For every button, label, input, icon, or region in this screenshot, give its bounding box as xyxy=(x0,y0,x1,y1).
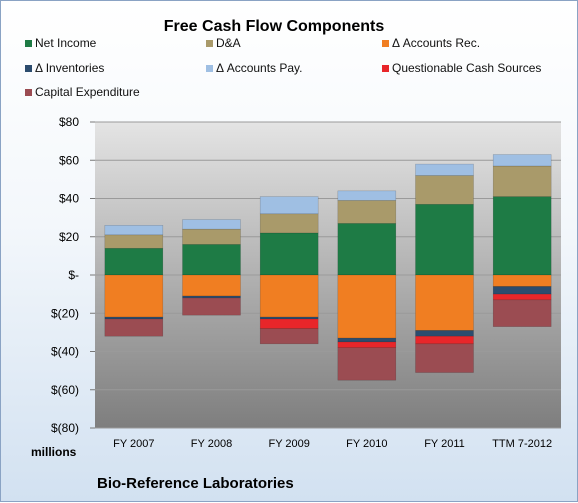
bar-segment-capital-expenditure xyxy=(182,297,241,316)
bar-segment-accounts-pay xyxy=(337,190,397,201)
bar-segment-d-a xyxy=(415,175,474,205)
legend-label: Δ Accounts Pay. xyxy=(216,61,303,75)
bar-segment-accounts-rec xyxy=(182,274,241,297)
bar-segment-inventories xyxy=(259,316,319,320)
bar-segment-accounts-pay xyxy=(104,225,164,236)
bar-segment-net-income xyxy=(337,223,397,276)
legend-item-d-a: D&A xyxy=(206,36,241,50)
legend-label: Capital Expenditure xyxy=(35,85,140,99)
y-tick-label: $- xyxy=(68,268,79,282)
y-tick-label: $40 xyxy=(59,192,79,206)
bar-segment-questionable-cash-sources xyxy=(492,293,552,301)
y-tick-label: $(80) xyxy=(51,421,79,435)
chart-title: Free Cash Flow Components xyxy=(164,18,385,35)
bar-segment-net-income xyxy=(259,232,319,276)
bar-segment-capital-expenditure xyxy=(337,347,397,381)
bar-segment-questionable-cash-sources xyxy=(415,335,474,345)
y-tick-label: $(40) xyxy=(51,345,79,359)
bar-segment-d-a xyxy=(182,228,241,245)
bar-segment-net-income xyxy=(104,247,164,276)
bar-segment-d-a xyxy=(259,213,319,234)
legend-item-net-income: Net Income xyxy=(25,36,97,50)
bar-segment-net-income xyxy=(415,203,474,276)
x-tick-label: FY 2008 xyxy=(191,438,232,450)
legend-label: Questionable Cash Sources xyxy=(392,61,541,75)
bar-segment-accounts-rec xyxy=(415,274,474,331)
legend-item-accounts-pay: Δ Accounts Pay. xyxy=(206,61,303,75)
bar-segment-accounts-pay xyxy=(259,196,319,215)
bar-segment-net-income xyxy=(182,244,241,276)
bar-segment-capital-expenditure xyxy=(104,318,164,337)
legend-label: D&A xyxy=(216,36,241,50)
legend-swatch xyxy=(206,40,213,47)
legend-swatch xyxy=(25,65,32,72)
legend-item-questionable-cash-sources: Questionable Cash Sources xyxy=(382,61,541,75)
y-axis-ticks: $(80) $(60) $(40) $(20) $- $20 $40 $60 $80 xyxy=(51,115,95,435)
legend-item-accounts-rec: Δ Accounts Rec. xyxy=(382,36,480,50)
bar-group-fy-2007 xyxy=(104,225,164,337)
legend-swatch xyxy=(382,40,389,47)
legend-label: Δ Accounts Rec. xyxy=(392,36,480,50)
x-tick-label: TTM 7-2012 xyxy=(492,438,552,450)
gridlines xyxy=(95,121,561,429)
bar-segment-inventories xyxy=(492,286,552,295)
bar-group-fy-2008 xyxy=(182,219,241,316)
bar-segment-capital-expenditure xyxy=(415,343,474,373)
bar-segment-accounts-rec xyxy=(337,274,397,339)
bar-segment-inventories xyxy=(337,337,397,343)
legend-swatch xyxy=(382,65,389,72)
y-tick-label: $60 xyxy=(59,153,79,167)
y-tick-label: $20 xyxy=(59,230,79,244)
y-tick-label: $(60) xyxy=(51,383,79,397)
bar-segment-inventories xyxy=(104,316,164,320)
bar-group-fy-2010 xyxy=(337,190,397,381)
bars xyxy=(104,154,552,381)
bar-segment-accounts-pay xyxy=(415,163,474,176)
bar-segment-questionable-cash-sources xyxy=(337,341,397,348)
bar-segment-net-income xyxy=(492,196,552,276)
bar-segment-accounts-pay xyxy=(182,219,241,230)
x-tick-label: FY 2010 xyxy=(346,438,387,450)
legend-swatch xyxy=(25,40,32,47)
legend-item-capital-expenditure: Capital Expenditure xyxy=(25,85,140,99)
bar-group-ttm-7-2012 xyxy=(492,154,552,327)
bar-group-fy-2009 xyxy=(259,196,319,345)
company-footer: Bio-Reference Laboratories xyxy=(97,475,294,492)
legend-item-inventories: Δ Inventories xyxy=(25,61,104,75)
bar-segment-accounts-rec xyxy=(492,274,552,287)
bar-segment-capital-expenditure xyxy=(259,328,319,345)
bar-segment-capital-expenditure xyxy=(492,299,552,327)
legend: Net Income D&A Δ Accounts Rec. Δ Inventorie… xyxy=(25,36,541,99)
bar-segment-d-a xyxy=(104,234,164,249)
bar-segment-accounts-rec xyxy=(104,274,164,318)
legend-swatch xyxy=(206,65,213,72)
x-axis-ticks: FY 2007 FY 2008 FY 2009 FY 2010 FY 2011 TTM 7… xyxy=(113,438,552,450)
bar-group-fy-2011 xyxy=(415,163,474,373)
y-tick-label: $80 xyxy=(59,115,79,129)
units-label: millions xyxy=(31,445,77,459)
legend-label: Δ Inventories xyxy=(35,61,104,75)
bar-segment-accounts-rec xyxy=(259,274,319,318)
x-tick-label: FY 2007 xyxy=(113,438,154,450)
bar-segment-inventories xyxy=(415,330,474,337)
bar-segment-accounts-pay xyxy=(492,154,552,167)
bar-segment-questionable-cash-sources xyxy=(259,318,319,329)
bar-segment-d-a xyxy=(492,165,552,197)
legend-label: Net Income xyxy=(35,36,97,50)
legend-swatch xyxy=(25,89,32,96)
bar-segment-inventories xyxy=(182,295,241,299)
y-tick-label: $(20) xyxy=(51,306,79,320)
x-tick-label: FY 2009 xyxy=(268,438,309,450)
x-tick-label: FY 2011 xyxy=(424,438,465,450)
bar-segment-d-a xyxy=(337,200,397,224)
